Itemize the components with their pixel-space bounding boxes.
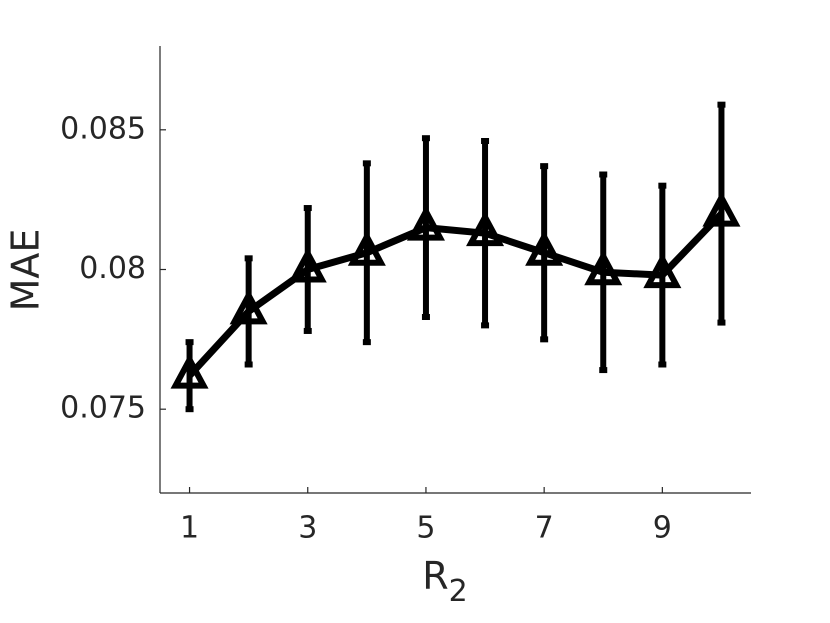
marker <box>347 230 386 266</box>
x-tick-label: 7 <box>535 511 554 546</box>
marker <box>643 252 682 289</box>
x-tick-label: 5 <box>416 511 435 546</box>
marker <box>229 289 268 325</box>
marker <box>702 191 741 227</box>
x-tick-label: 3 <box>298 511 317 546</box>
marker <box>584 249 623 286</box>
marker <box>288 247 327 283</box>
y-tick-label: 0.08 <box>79 251 146 286</box>
marker <box>406 205 445 241</box>
x-axis-label: R2 <box>422 554 468 609</box>
x-label-base: R <box>422 554 448 598</box>
marker <box>466 210 505 247</box>
y-tick-label: 0.075 <box>60 391 146 426</box>
line <box>186 211 724 379</box>
marker <box>170 353 209 389</box>
x-tick-label: 1 <box>180 511 199 546</box>
x-label-subscript: 2 <box>449 574 468 609</box>
y-tick-label: 0.085 <box>60 111 146 146</box>
y-axis-label: MAE <box>4 229 48 312</box>
marker <box>525 230 564 266</box>
x-tick-label: 9 <box>653 511 672 546</box>
